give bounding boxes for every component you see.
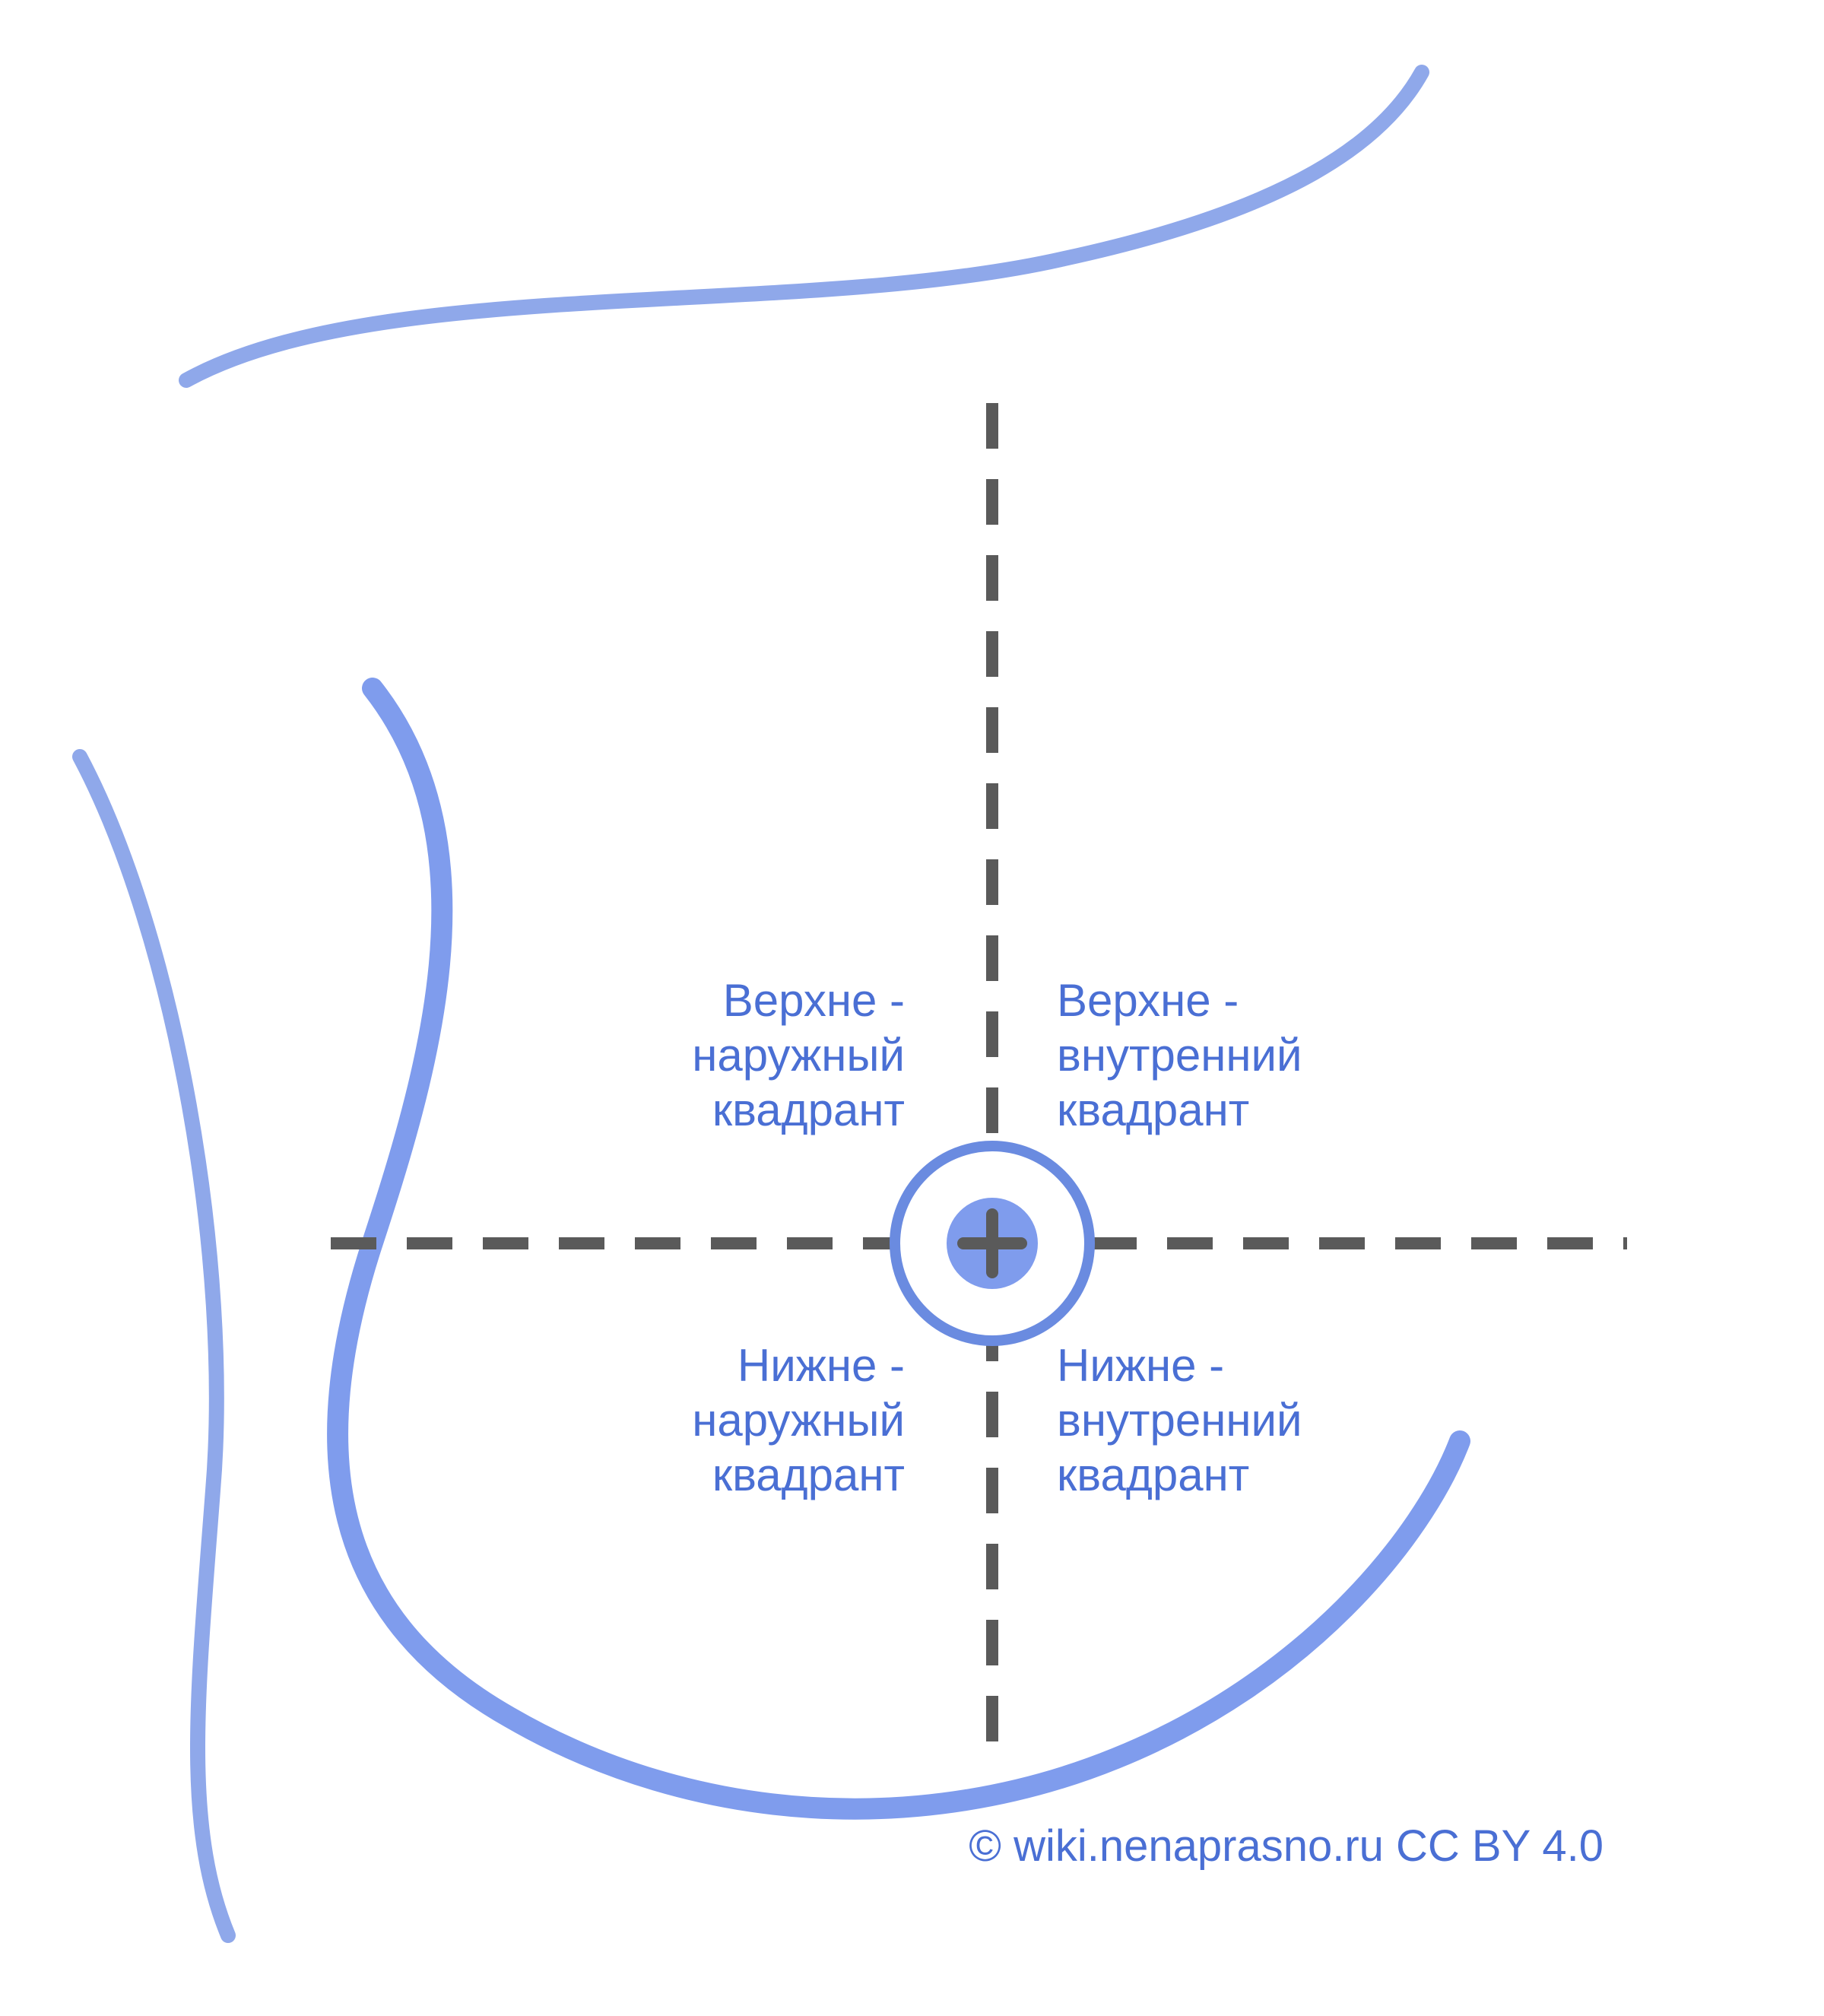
upper-inner-quadrant-label: Верхне - внутренний квадрант xyxy=(1057,973,1302,1138)
lower-outer-quadrant-label: Нижне - наружный квадрант xyxy=(692,1338,905,1503)
collarbone-curve xyxy=(186,72,1422,380)
shoulder-curve xyxy=(80,757,228,1935)
lower-inner-quadrant-label: Нижне - внутренний квадрант xyxy=(1057,1338,1302,1503)
diagram-svg xyxy=(0,0,1824,2016)
upper-outer-quadrant-label: Верхне - наружный квадрант xyxy=(692,973,905,1138)
attribution-text: © wiki.nenaprasno.ru CC BY 4.0 xyxy=(969,1818,1604,1875)
